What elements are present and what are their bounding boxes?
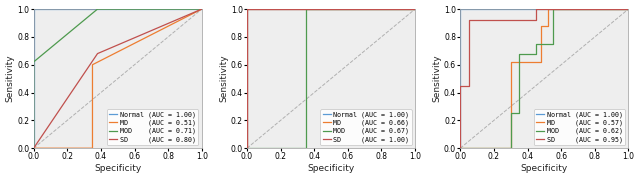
Legend: Normal (AUC = 1.00), MD     (AUC = 0.51), MOD    (AUC = 0.71), SD     (AUC = 0.8: Normal (AUC = 1.00), MD (AUC = 0.51), MO… [107, 109, 198, 145]
X-axis label: Specificity: Specificity [307, 164, 355, 173]
X-axis label: Specificity: Specificity [521, 164, 568, 173]
Legend: Normal (AUC = 1.00), MD     (AUC = 0.57), MOD    (AUC = 0.62), SD     (AUC = 0.9: Normal (AUC = 1.00), MD (AUC = 0.57), MO… [534, 109, 625, 145]
Y-axis label: Sensitivity: Sensitivity [219, 55, 228, 102]
Y-axis label: Sensitivity: Sensitivity [432, 55, 441, 102]
Legend: Normal (AUC = 1.00), MD     (AUC = 0.66), MOD    (AUC = 0.67), SD     (AUC = 1.0: Normal (AUC = 1.00), MD (AUC = 0.66), MO… [321, 109, 412, 145]
Y-axis label: Sensitivity: Sensitivity [6, 55, 15, 102]
X-axis label: Specificity: Specificity [94, 164, 141, 173]
